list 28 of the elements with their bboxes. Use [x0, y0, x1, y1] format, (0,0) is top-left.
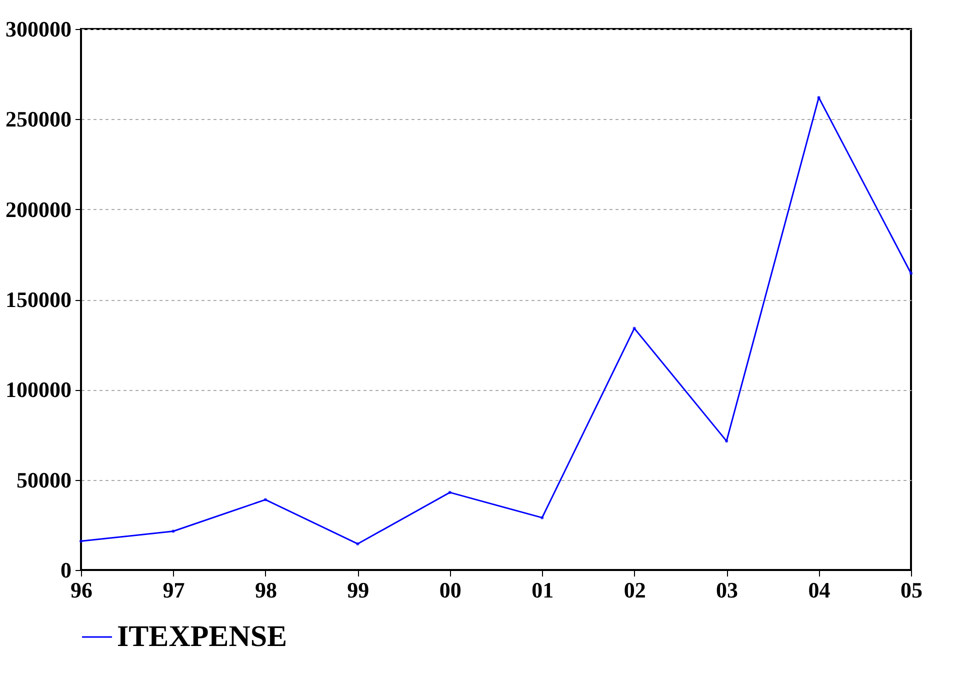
x-tick-label: 99	[347, 578, 370, 602]
x-tick-label: 98	[254, 578, 277, 602]
y-tick-label: 300000	[6, 16, 72, 42]
point	[356, 542, 360, 546]
y-tick-label: 200000	[6, 196, 72, 222]
point	[264, 498, 268, 502]
x-tick-label: 05	[900, 578, 922, 602]
point	[817, 96, 820, 100]
x-tick-label: 00	[439, 578, 462, 602]
point	[909, 272, 913, 275]
x-tick-label: 01	[532, 578, 554, 602]
x-tick-label: 96	[70, 578, 92, 602]
y-tick-label: 0	[60, 558, 72, 582]
y-tick-label: 50000	[16, 467, 72, 492]
legend-label: ITEXPENSE	[117, 620, 288, 653]
y-tick-label: 150000	[6, 287, 72, 312]
y-tick-label: 100000	[6, 377, 72, 402]
x-tick-label: 97	[162, 578, 185, 602]
x-tick-label: 03	[716, 578, 738, 602]
point	[540, 516, 544, 520]
point	[448, 490, 452, 494]
point	[172, 530, 175, 533]
point	[632, 326, 636, 330]
point	[724, 439, 728, 443]
point	[79, 540, 83, 543]
y-tick-label: 250000	[6, 106, 72, 132]
x-tick-label: 02	[624, 578, 646, 602]
x-tick-label: 04	[808, 578, 830, 602]
